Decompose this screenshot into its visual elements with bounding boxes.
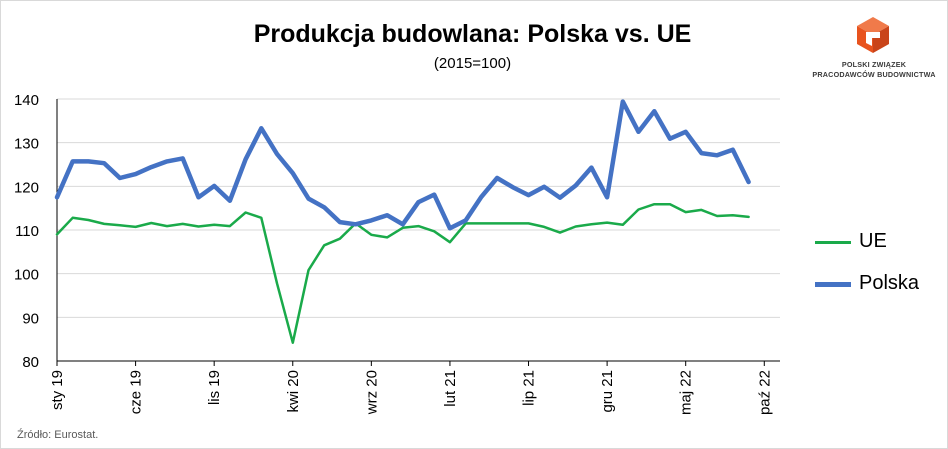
x-tick-label: paź 22: [756, 370, 773, 415]
y-tick-label: 130: [14, 136, 39, 153]
source-note: Źródło: Eurostat.: [17, 429, 99, 441]
series-line-ue: [55, 202, 750, 344]
organization-logo: POLSKI ZWIĄZEK PRACODAWCÓW BUDOWNICTWA: [806, 14, 942, 82]
series-lines: [54, 99, 751, 344]
y-tick-label: 110: [15, 223, 39, 240]
gridlines: [57, 98, 780, 318]
y-tick-label: 80: [22, 354, 39, 371]
x-tick-label: gru 21: [599, 370, 616, 413]
x-tick-label: lip 21: [521, 370, 538, 406]
x-tick-label: cze 19: [128, 370, 145, 414]
axes: 80 90 100 110 120 130 140 sty 19 cze 19 lis 19 kwi…: [14, 92, 780, 415]
logo-cube-icon: [857, 17, 889, 53]
y-tick-label: 120: [14, 179, 39, 196]
y-tick-label: 100: [14, 267, 39, 284]
x-tick-label: kwi 20: [285, 370, 302, 413]
legend-swatch-ue: [815, 241, 851, 244]
x-tick-label: sty 19: [49, 370, 66, 410]
legend-label-ue: UE: [859, 230, 887, 252]
y-tick-label: 90: [22, 310, 39, 327]
chart-subtitle: (2015=100): [433, 55, 512, 72]
x-tick-label: wrz 20: [363, 370, 380, 415]
chart-title: Produkcja budowlana: Polska vs. UE: [253, 20, 692, 48]
x-tick-label: maj 22: [678, 370, 695, 415]
logo-text-line2: PRACODAWCÓW BUDOWNICTWA: [812, 70, 936, 79]
x-tick-label: lut 21: [442, 370, 459, 407]
x-tick-label: lis 19: [206, 370, 223, 405]
logo-text-line1: POLSKI ZWIĄZEK: [841, 60, 907, 69]
y-tick-label: 140: [14, 92, 39, 109]
legend-swatch-polska: [815, 282, 851, 287]
series-line-polska: [54, 99, 751, 231]
legend-label-polska: Polska: [859, 272, 920, 294]
